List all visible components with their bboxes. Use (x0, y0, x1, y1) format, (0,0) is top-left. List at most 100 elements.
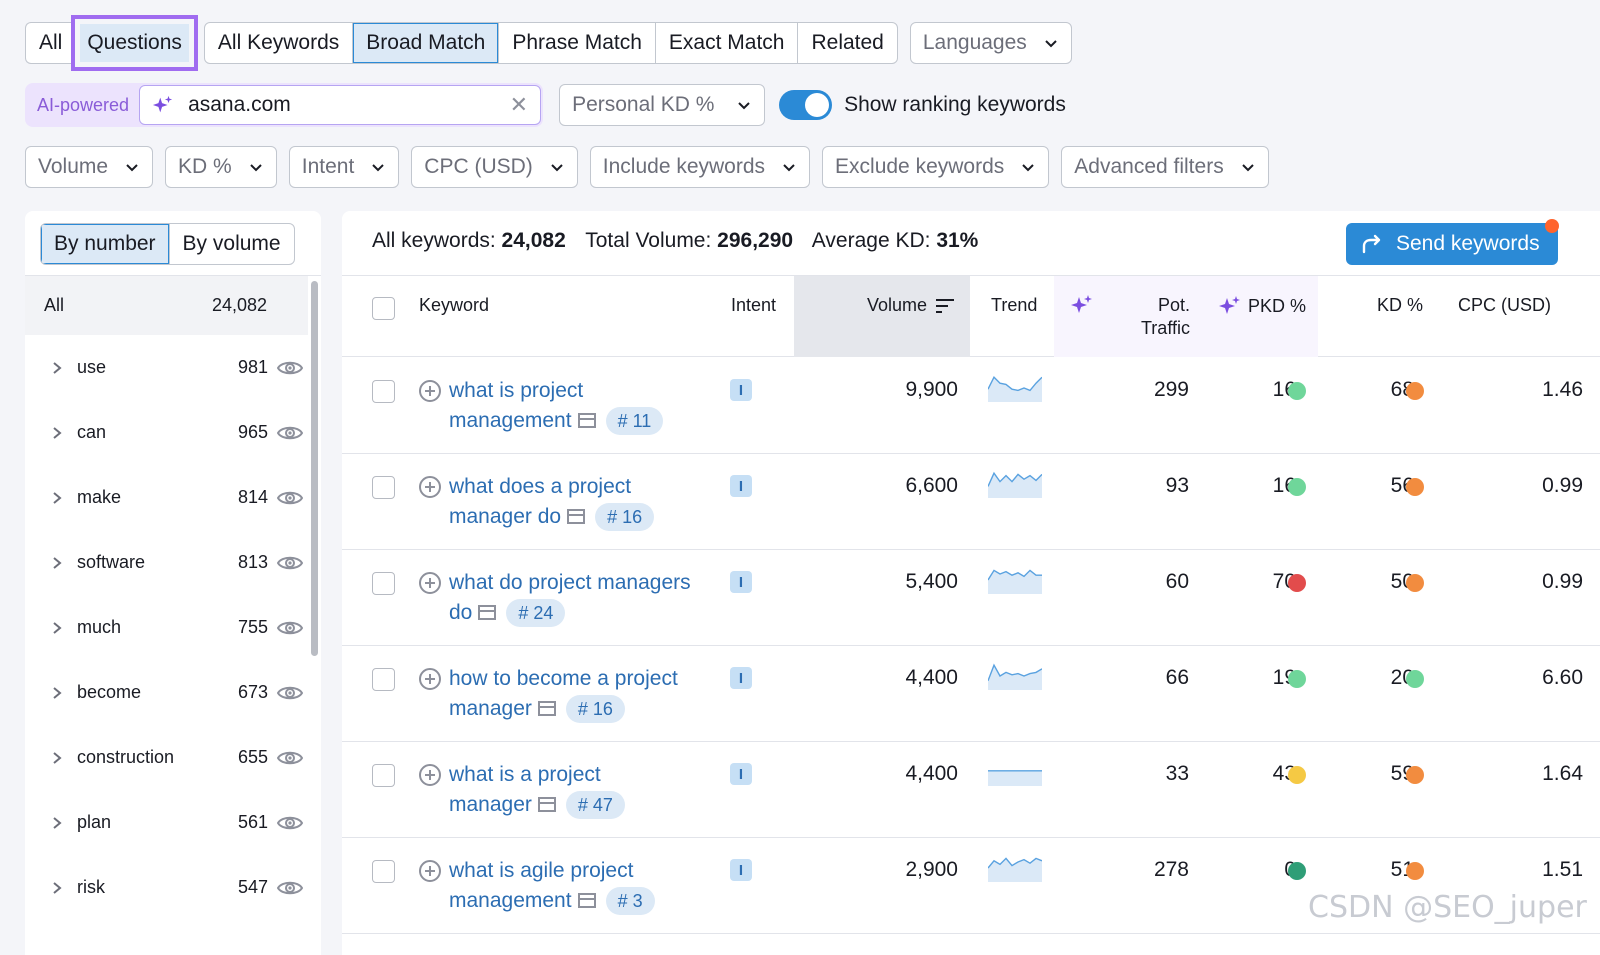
eye-icon[interactable] (277, 359, 303, 377)
serp-features-icon[interactable] (567, 509, 586, 524)
chevron-right-icon[interactable] (51, 621, 63, 635)
keyword-link[interactable]: what is project (449, 379, 584, 402)
keyword-link-cont[interactable]: management (449, 409, 572, 432)
row-checkbox[interactable] (372, 476, 395, 499)
eye-icon[interactable] (277, 619, 303, 637)
col-trend[interactable]: Trend (991, 295, 1038, 315)
eye-icon[interactable] (277, 424, 303, 442)
chevron-right-icon[interactable] (51, 556, 63, 570)
add-circle-icon[interactable] (418, 475, 442, 499)
trend-area (988, 473, 1042, 498)
serp-features-icon[interactable] (577, 893, 596, 908)
chevron-right-icon[interactable] (51, 426, 63, 440)
show-ranking-label: Show ranking keywords (844, 93, 1066, 116)
keyword-link[interactable]: how to become a project (449, 667, 678, 690)
tab-exact-match[interactable]: Exact Match (656, 23, 799, 63)
watermark: CSDN @SEO_juper (1308, 890, 1587, 925)
group-item[interactable]: construction 655 (25, 725, 308, 790)
trend-area (988, 377, 1042, 402)
serp-features-icon[interactable] (478, 605, 497, 620)
add-circle-icon[interactable] (418, 571, 442, 595)
col-kd[interactable]: KD % (1377, 295, 1424, 315)
tab-broad-match[interactable]: Broad Match (353, 23, 500, 63)
row-checkbox[interactable] (372, 572, 395, 595)
chevron-right-icon[interactable] (51, 361, 63, 375)
group-item[interactable]: much 755 (25, 595, 308, 660)
col-pot-traffic[interactable]: Pot. Traffic (1132, 294, 1190, 340)
group-item[interactable]: risk 547 (25, 855, 308, 920)
group-item[interactable]: become 673 (25, 660, 308, 725)
personal-kd-dropdown[interactable]: Personal KD % (559, 84, 766, 126)
add-circle-icon[interactable] (418, 859, 442, 883)
col-volume[interactable]: Volume (867, 294, 955, 317)
keyword-link-cont[interactable]: manager (449, 697, 532, 720)
languages-dropdown[interactable]: Languages (909, 22, 1072, 64)
eye-icon[interactable] (277, 684, 303, 702)
row-checkbox[interactable] (372, 764, 395, 787)
trend-line (988, 376, 1042, 392)
chevron-right-icon[interactable] (51, 816, 63, 830)
scrollbar[interactable] (311, 281, 318, 656)
col-intent[interactable]: Intent (731, 295, 777, 315)
group-item[interactable]: can 965 (25, 400, 308, 465)
intent-badge: I (730, 667, 752, 689)
intent-filter[interactable]: Intent (288, 146, 400, 188)
exclude-keywords-filter[interactable]: Exclude keywords (822, 146, 1050, 188)
sparkle-icon[interactable] (1070, 293, 1094, 317)
group-item[interactable]: plan 561 (25, 790, 308, 855)
row-checkbox[interactable] (372, 668, 395, 691)
add-circle-icon[interactable] (418, 763, 442, 787)
keyword-link[interactable]: what does a project (449, 475, 632, 498)
tab-all[interactable]: All (39, 31, 63, 54)
keyword-link[interactable]: what is a project (449, 763, 601, 786)
group-item[interactable]: make 814 (25, 465, 308, 530)
serp-features-icon[interactable] (537, 701, 556, 716)
chevron-right-icon[interactable] (51, 491, 63, 505)
volume-filter[interactable]: Volume (25, 146, 154, 188)
eye-icon[interactable] (277, 879, 303, 897)
group-item[interactable]: use 981 (25, 335, 308, 400)
group-all[interactable]: All 24,082 (25, 276, 308, 335)
group-item[interactable]: software 813 (25, 530, 308, 595)
row-checkbox[interactable] (372, 860, 395, 883)
chevron-right-icon[interactable] (51, 751, 63, 765)
filter-bar: Volume KD % Intent CPC (USD) Include key… (25, 146, 1281, 188)
add-circle-icon[interactable] (418, 379, 442, 403)
cpc-filter[interactable]: CPC (USD) (411, 146, 578, 188)
add-circle-icon[interactable] (418, 667, 442, 691)
col-cpc[interactable]: CPC (USD) (1458, 295, 1551, 315)
col-pkd[interactable]: PKD % (1218, 294, 1306, 318)
tab-phrase-match[interactable]: Phrase Match (499, 23, 656, 63)
serp-features-icon[interactable] (537, 797, 556, 812)
tab-related[interactable]: Related (811, 31, 884, 54)
row-checkbox[interactable] (372, 380, 395, 403)
domain-input[interactable]: asana.com ✕ (139, 85, 542, 125)
advanced-filters[interactable]: Advanced filters (1061, 146, 1269, 188)
eye-icon[interactable] (277, 554, 303, 572)
keyword-link[interactable]: what do project managers (449, 571, 691, 594)
eye-icon[interactable] (277, 489, 303, 507)
include-keywords-filter[interactable]: Include keywords (589, 146, 811, 188)
kd-filter[interactable]: KD % (165, 146, 277, 188)
serp-features-icon[interactable] (577, 413, 596, 428)
group-label: become (77, 682, 142, 702)
send-keywords-button[interactable]: Send keywords (1346, 223, 1558, 265)
keyword-link-cont[interactable]: do (449, 601, 473, 624)
tab-questions[interactable]: Questions (80, 24, 189, 62)
keyword-link-cont[interactable]: manager do (449, 505, 562, 528)
eye-icon[interactable] (277, 749, 303, 767)
tab-all-keywords[interactable]: All Keywords (205, 23, 354, 63)
keyword-link-cont[interactable]: manager (449, 793, 532, 816)
col-keyword[interactable]: Keyword (419, 295, 490, 315)
chevron-down-icon (1022, 164, 1034, 172)
keyword-link[interactable]: what is agile project (449, 859, 634, 882)
chevron-right-icon[interactable] (51, 881, 63, 895)
by-volume-button[interactable]: By volume (182, 232, 281, 255)
eye-icon[interactable] (277, 814, 303, 832)
by-number-button[interactable]: By number (41, 224, 170, 264)
select-all-checkbox[interactable] (372, 297, 395, 320)
show-ranking-toggle[interactable] (779, 90, 833, 120)
clear-icon[interactable]: ✕ (509, 92, 529, 117)
chevron-right-icon[interactable] (51, 686, 63, 700)
keyword-link-cont[interactable]: management (449, 889, 572, 912)
